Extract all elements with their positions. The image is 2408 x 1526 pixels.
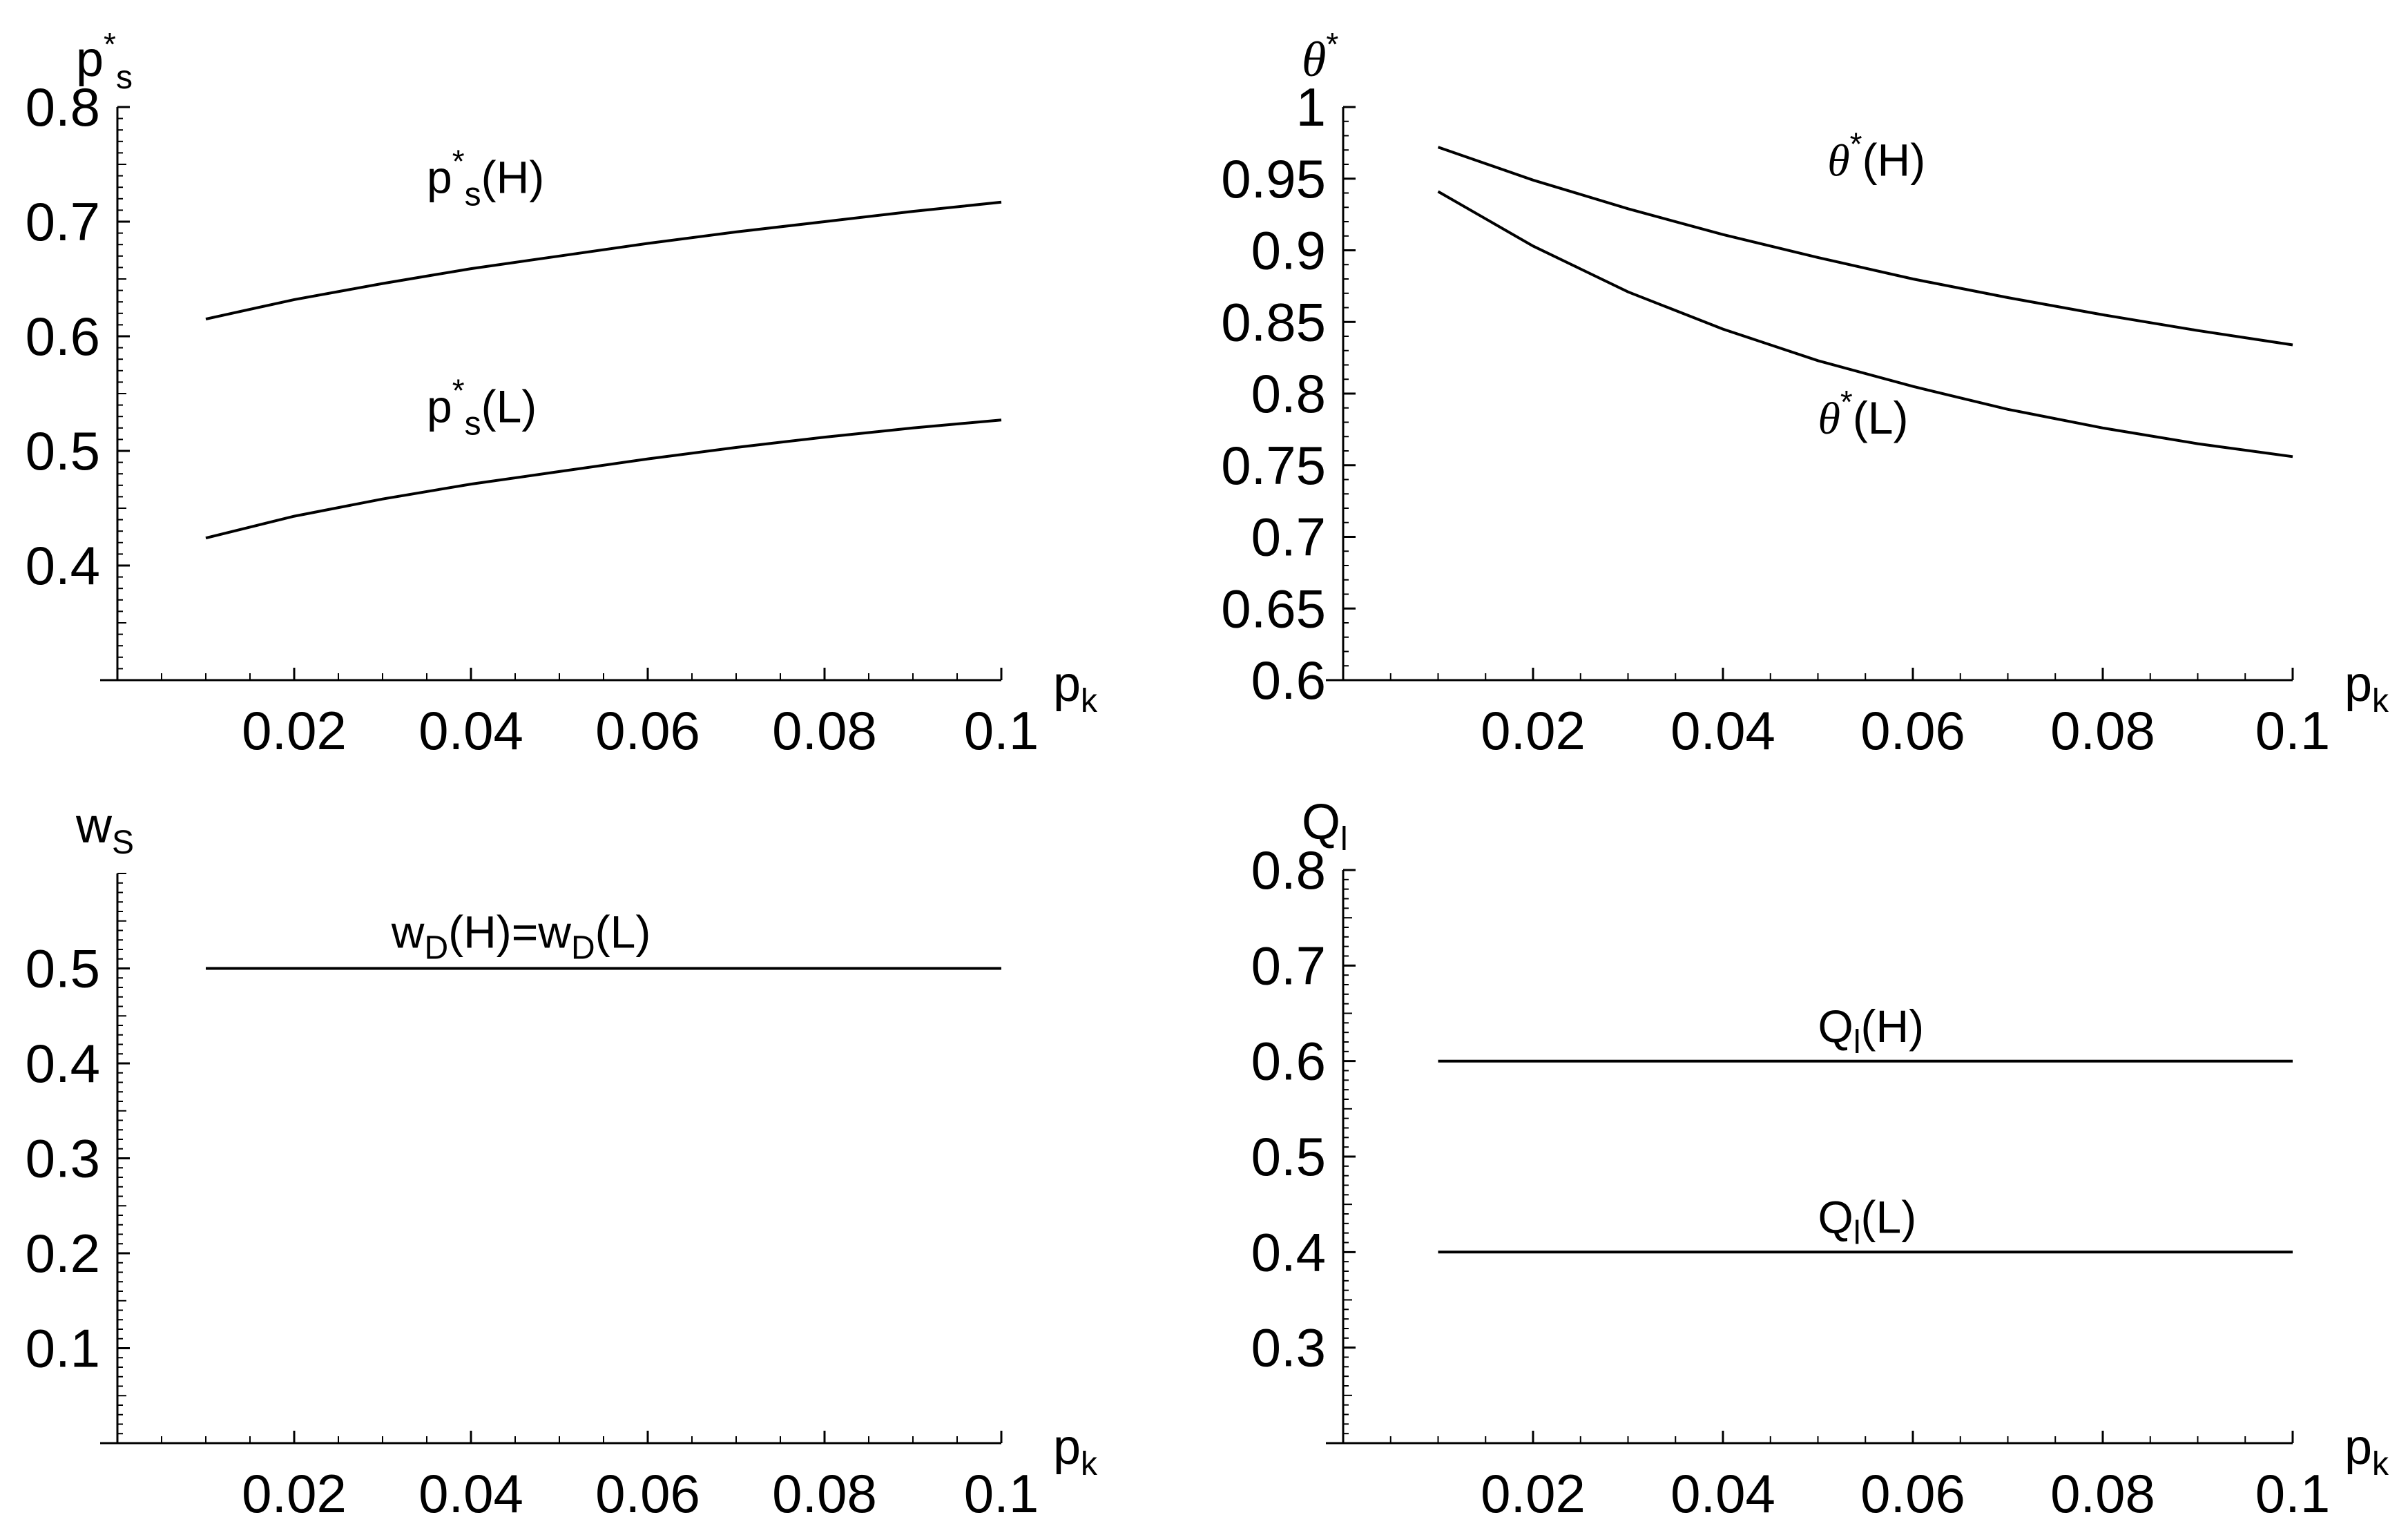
y-tick-label: 0.65 — [1221, 578, 1326, 639]
y-tick-label: 0.5 — [1251, 1126, 1326, 1187]
x-tick-label: 0.08 — [772, 1463, 877, 1524]
series-line-1 — [205, 418, 1002, 540]
x-tick-label: 0.1 — [2255, 700, 2330, 761]
y-tick-label: 0.4 — [1251, 1221, 1326, 1282]
y-axis-label: θ* — [1302, 26, 1338, 87]
y-tick-label: 0.4 — [26, 535, 100, 596]
y-tick-label: 0.8 — [1251, 363, 1326, 424]
x-tick-label: 0.08 — [2050, 700, 2155, 761]
y-tick-label: 0.3 — [26, 1128, 100, 1189]
y-tick-label: 0.3 — [1251, 1317, 1326, 1378]
series-line-0 — [1437, 146, 2293, 347]
y-tick-label: 0.95 — [1221, 148, 1326, 209]
x-tick-label: 0.08 — [2050, 1463, 2155, 1524]
y-tick-label: 0.6 — [1251, 650, 1326, 711]
y-tick-label: 0.5 — [26, 938, 100, 999]
panel-theta: 0.02 0.04 0.06 0.08 0.1 0.6 0.65 0.7 0.75 0.8 0.85… — [1221, 26, 2389, 761]
series-label-1: θ*(L) — [1818, 384, 1909, 444]
y-tick-label: 0.4 — [26, 1033, 100, 1094]
x-tick-label: 0.04 — [418, 700, 523, 761]
y-tick-label: 0.2 — [26, 1223, 100, 1284]
y-tick-label: 0.7 — [1251, 507, 1326, 568]
x-axis-label: pk — [2344, 1420, 2389, 1482]
y-axis-label: p*s — [76, 26, 133, 96]
panel-ws: 0.02 0.04 0.06 0.08 0.1 0.1 0.2 0.3 0.4 0.5 pk wS wD… — [26, 798, 1098, 1524]
x-axis-label: pk — [2344, 657, 2389, 719]
series-label-0: wD(H)=wD(L) — [391, 906, 651, 966]
x-tick-label: 0.1 — [2255, 1463, 2330, 1524]
x-tick-label: 0.02 — [1481, 700, 1586, 761]
x-tick-label: 0.02 — [1481, 1463, 1586, 1524]
x-tick-label: 0.04 — [418, 1463, 523, 1524]
y-tick-label: 0.7 — [1251, 935, 1326, 996]
x-tick-label: 0.02 — [242, 1463, 347, 1524]
series-line-1 — [1437, 190, 2293, 458]
series-label-0: θ*(H) — [1827, 126, 1925, 186]
y-tick-label: 0.75 — [1221, 435, 1326, 496]
y-tick-label: 1 — [1296, 77, 1326, 137]
y-tick-label: 0.1 — [26, 1318, 100, 1379]
panel-ps: 0.02 0.04 0.06 0.08 0.1 0.4 0.5 0.6 0.7 0.8 pk p*s p… — [26, 26, 1098, 761]
y-tick-label: 0.5 — [26, 421, 100, 481]
x-tick-label: 0.04 — [1670, 1463, 1775, 1524]
y-tick-label: 0.85 — [1221, 291, 1326, 352]
x-tick-label: 0.1 — [964, 1463, 1039, 1524]
series-line-0 — [205, 200, 1002, 321]
y-tick-label: 0.8 — [1251, 840, 1326, 900]
panel-ql: 0.02 0.04 0.06 0.08 0.1 0.3 0.4 0.5 0.6 0.7 0.8 pk Q… — [1251, 795, 2389, 1524]
x-axis-label: pk — [1053, 1420, 1098, 1482]
x-tick-label: 0.1 — [964, 700, 1039, 761]
x-tick-label: 0.02 — [242, 700, 347, 761]
y-tick-label: 0.9 — [1251, 220, 1326, 281]
y-tick-label: 0.6 — [26, 306, 100, 367]
x-tick-label: 0.06 — [1860, 700, 1965, 761]
x-tick-label: 0.04 — [1670, 700, 1775, 761]
series-label-0: Ql(H) — [1818, 1001, 1925, 1061]
y-tick-label: 0.7 — [26, 191, 100, 252]
y-axis-label: Ql — [1302, 795, 1348, 858]
x-axis-label: pk — [1053, 657, 1098, 719]
series-label-1: p*s(L) — [427, 373, 537, 443]
y-tick-label: 0.8 — [26, 77, 100, 137]
series-label-1: Ql(L) — [1818, 1192, 1917, 1252]
y-axis-label: wS — [75, 798, 134, 861]
y-tick-label: 0.6 — [1251, 1031, 1326, 1092]
x-tick-label: 0.08 — [772, 700, 877, 761]
x-tick-label: 0.06 — [595, 700, 700, 761]
x-tick-label: 0.06 — [1860, 1463, 1965, 1524]
x-tick-label: 0.06 — [595, 1463, 700, 1524]
series-label-0: p*s(H) — [427, 144, 544, 213]
